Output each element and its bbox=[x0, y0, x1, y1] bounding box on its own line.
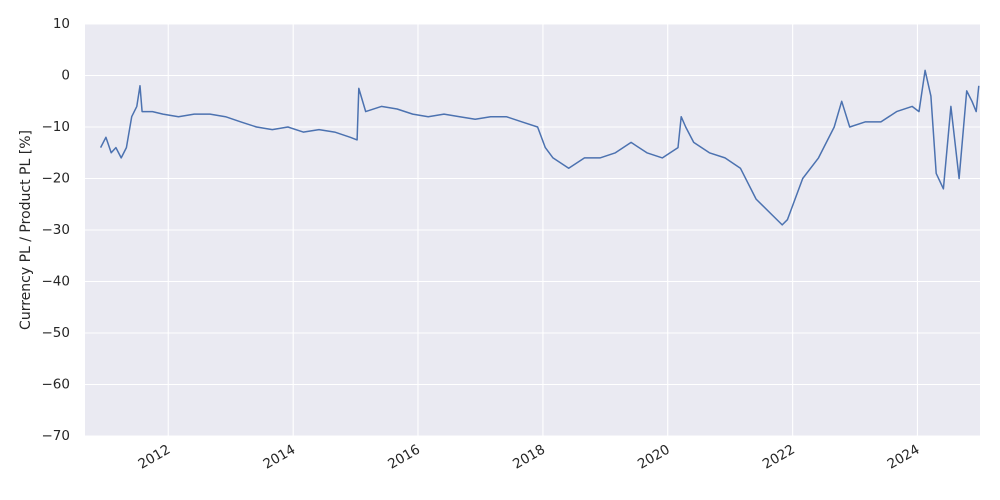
series-line bbox=[99, 69, 980, 226]
y-tick-label: −20 bbox=[42, 171, 71, 187]
x-tick-label: 2024 bbox=[885, 442, 923, 473]
y-tick-label: −70 bbox=[42, 428, 71, 444]
x-tick-label: 2016 bbox=[385, 442, 423, 473]
x-tick-label: 2012 bbox=[135, 442, 173, 473]
x-tick-labels: 2012 2014 2016 2018 2020 2022 2024 bbox=[135, 442, 922, 473]
series-layer bbox=[99, 69, 980, 226]
grid bbox=[85, 23, 980, 437]
x-tick-label: 2014 bbox=[260, 442, 298, 473]
y-tick-label: −30 bbox=[42, 222, 71, 238]
y-tick-label: 10 bbox=[53, 16, 70, 32]
y-tick-label: −60 bbox=[42, 377, 71, 393]
y-tick-label: −50 bbox=[42, 325, 71, 341]
y-tick-labels: 10 0 −10 −20 −30 −40 −50 −60 −70 bbox=[42, 16, 71, 444]
y-tick-label: −10 bbox=[42, 119, 71, 135]
x-tick-label: 2022 bbox=[760, 442, 798, 473]
y-axis-label: Currency PL / Product PL [%] bbox=[18, 130, 34, 330]
x-tick-label: 2020 bbox=[635, 442, 673, 473]
x-tick-label: 2018 bbox=[510, 442, 548, 473]
y-tick-label: 0 bbox=[61, 68, 70, 84]
y-tick-label: −40 bbox=[42, 274, 71, 290]
